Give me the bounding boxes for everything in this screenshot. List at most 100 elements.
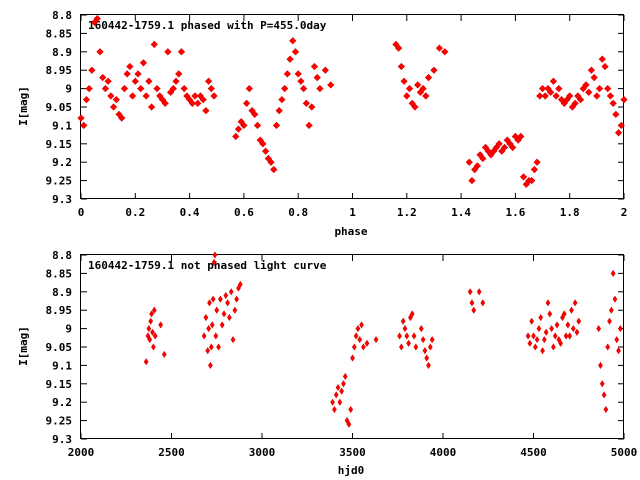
unphased-plot-data-point — [413, 343, 419, 351]
phased-plot-data-point — [441, 48, 449, 56]
unphased-plot-data-point — [574, 328, 580, 336]
phased-plot-data-point — [93, 15, 101, 23]
unphased-plot-data-point — [227, 314, 232, 322]
unphased-plot-data-point — [429, 336, 435, 344]
phased-plot-data-point — [414, 81, 422, 89]
phased-plot-data-point — [424, 73, 433, 82]
unphased-plot-data-point — [214, 306, 220, 314]
unphased-plot-data-point — [208, 361, 213, 369]
phased-plot-data-point — [109, 103, 118, 111]
phased-plot-data-point — [310, 62, 319, 71]
unphased-plot-data-point — [332, 406, 337, 414]
unphased-plot-data-point — [147, 336, 153, 344]
phased-plot-data-point — [199, 96, 207, 104]
phased-plot-data-point — [172, 77, 180, 85]
phased-plot-data-point — [207, 84, 215, 93]
phased-plot-data-point — [80, 121, 88, 130]
phased-plot-data-point — [77, 114, 85, 122]
phased-plot-data-point — [308, 103, 316, 111]
unphased-plot-data-point — [467, 288, 473, 296]
unphased-plot-data-point — [143, 358, 149, 366]
phased-plot-data-point — [188, 99, 196, 107]
phased-plot-data-point — [289, 37, 297, 45]
unphased-plot-y-tick-label: 8.95 — [46, 304, 73, 317]
phased-plot-data-point — [479, 154, 487, 163]
phased-plot-data-point — [517, 132, 525, 141]
phased-plot-x-tick-label: 0.8 — [288, 206, 308, 219]
phased-plot-data-point — [528, 176, 536, 185]
phased-plot-data-point — [99, 73, 107, 82]
phased-plot-data-point — [210, 92, 218, 100]
unphased-plot-data-point — [364, 339, 370, 347]
unphased-plot-data-point — [399, 343, 404, 351]
phased-plot-data-point — [620, 96, 628, 104]
unphased-plot-data-point — [610, 269, 616, 277]
unphased-plot-data-point — [351, 343, 357, 351]
phased-plot-data-point — [204, 77, 213, 85]
phased-plot-data-point — [509, 143, 517, 152]
unphased-plot-data-point — [201, 332, 207, 340]
unphased-plot-x-tick-label: 3500 — [339, 446, 366, 459]
phased-plot-data-point — [128, 92, 137, 100]
phased-plot-data-point — [88, 66, 96, 74]
unphased-plot-data-point — [536, 325, 542, 333]
phased-plot-x-tick-label: 1.8 — [560, 206, 580, 219]
phased-plot-data-point — [253, 121, 262, 130]
phased-plot-data-point — [552, 92, 560, 100]
unphased-plot-data-point — [148, 317, 154, 325]
unphased-plot-data-point — [346, 420, 352, 428]
unphased-plot-data-point — [572, 299, 578, 307]
phased-plot-data-point — [261, 147, 270, 155]
unphased-plot-data-point — [207, 299, 212, 307]
unphased-plot-data-point — [616, 347, 621, 355]
unphased-plot-data-point — [424, 354, 430, 362]
unphased-plot-data-point — [232, 306, 238, 314]
phased-plot-data-point — [397, 62, 405, 71]
phased-plot-data-point — [473, 162, 482, 170]
phased-plot-data-point — [169, 84, 177, 93]
unphased-plot-data-point — [538, 314, 544, 322]
phased-plot-x-axis-label: phase — [334, 225, 367, 238]
unphased-plot-data-point — [549, 325, 554, 333]
phased-plot-data-point — [281, 84, 289, 93]
phased-plot-data-point — [150, 40, 158, 49]
unphased-plot-data-point — [373, 336, 379, 344]
phased-plot-data-point — [321, 66, 329, 74]
unphased-plot-ticks: 2000 2500 3000 3500 4000 4500 5000 8.8 8.85 8.9 8.… — [46, 249, 638, 459]
phased-plot-y-tick-label: 9.15 — [46, 138, 73, 151]
unphased-plot-data-point — [161, 350, 167, 358]
phased-plot-data-point — [604, 84, 612, 93]
phased-plot-data-point — [278, 96, 286, 104]
unphased-plot-data-point — [330, 398, 335, 406]
phased-plot-y-tick-label: 9 — [65, 83, 72, 96]
phased-plot-data-point — [120, 84, 129, 93]
phased-plot-data-point — [245, 84, 253, 93]
phased-plot-data-point — [275, 107, 283, 115]
unphased-plot-data-point — [543, 328, 549, 336]
phased-plot-data-point — [305, 121, 313, 130]
phased-plot-data-point — [612, 110, 620, 118]
unphased-plot-data-point — [480, 299, 486, 307]
unphased-plot-data-point — [541, 336, 547, 344]
unphased-plot-data-point — [532, 343, 538, 351]
phased-plot-data-point — [142, 92, 150, 100]
phased-plot-y-tick-label: 8.9 — [52, 46, 72, 59]
phased-plot-y-tick-label: 8.95 — [46, 64, 73, 77]
phased-plot-data-point — [147, 103, 156, 111]
phased-plot-data-point — [126, 62, 134, 71]
phased-plot-data-point — [536, 92, 544, 100]
unphased-plot-data-point — [151, 343, 156, 351]
phased-plot-data-point — [240, 121, 248, 130]
phased-plot-x-tick-label: 0.2 — [125, 206, 145, 219]
unphased-plot-data-point — [558, 339, 564, 347]
phased-plot-data-point — [175, 70, 183, 78]
unphased-plot-data-point — [404, 332, 410, 340]
phased-plot-data-point — [327, 81, 335, 89]
phased-plot-data-point — [590, 73, 598, 82]
phased-plot-data-point — [194, 99, 202, 107]
unphased-plot-y-tick-label: 9.3 — [52, 433, 72, 446]
phased-plot-ticks: 0 0.2 0.4 0.6 0.8 1 1.2 1.4 1.6 1.8 2 8.8 8.85 8.9 8.9… — [46, 9, 628, 219]
unphased-plot-data-point — [531, 332, 536, 340]
unphased-plot-x-tick-label: 3000 — [249, 446, 276, 459]
phased-plot-data-point — [609, 99, 617, 107]
